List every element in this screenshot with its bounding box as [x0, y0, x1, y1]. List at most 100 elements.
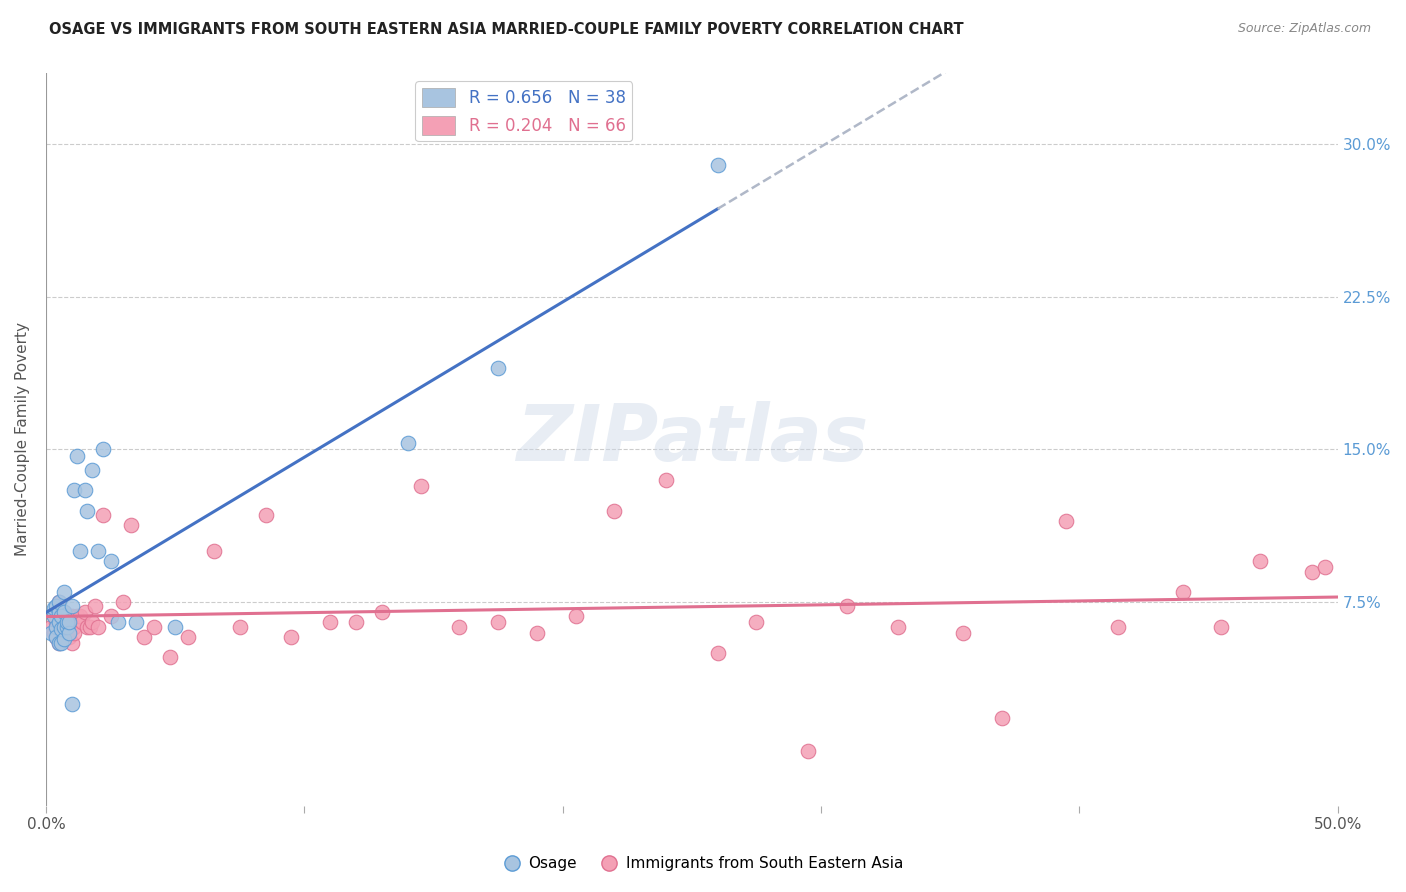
Point [48, 595, 70, 609]
Point [53, 585, 76, 599]
Point [76, 619, 98, 633]
Point [797, 744, 820, 758]
Point [1171, 585, 1194, 599]
Point [486, 615, 509, 630]
Point [86, 619, 108, 633]
Point [42, 625, 65, 640]
Point [48, 605, 70, 619]
Point [51, 625, 73, 640]
Point [51, 630, 73, 644]
Text: ZIPatlas: ZIPatlas [516, 401, 868, 477]
Point [952, 625, 974, 640]
Point [100, 554, 122, 568]
Point [63, 619, 86, 633]
Point [125, 615, 148, 630]
Point [1313, 560, 1336, 574]
Point [835, 599, 858, 614]
Point [48, 619, 70, 633]
Point [371, 605, 394, 619]
Point [91, 508, 114, 522]
Point [48, 636, 70, 650]
Point [45, 630, 67, 644]
Point [53, 615, 76, 630]
Point [1107, 619, 1129, 633]
Point [55, 625, 77, 640]
Point [228, 619, 250, 633]
Point [69, 544, 91, 558]
Point [48, 595, 70, 609]
Point [48, 615, 70, 630]
Point [100, 609, 122, 624]
Legend: R = 0.656   N = 38, R = 0.204   N = 66: R = 0.656 N = 38, R = 0.204 N = 66 [415, 81, 633, 142]
Point [51, 609, 73, 624]
Point [39, 625, 62, 640]
Point [58, 625, 80, 640]
Point [745, 615, 768, 630]
Point [526, 625, 548, 640]
Point [120, 517, 142, 532]
Point [991, 711, 1014, 725]
Point [63, 483, 86, 498]
Point [73, 483, 96, 498]
Point [60, 599, 83, 614]
Point [107, 615, 129, 630]
Point [344, 615, 367, 630]
Point [409, 479, 432, 493]
Point [76, 503, 98, 517]
Point [58, 609, 80, 624]
Point [706, 157, 728, 171]
Point [449, 619, 471, 633]
Point [58, 630, 80, 644]
Point [82, 615, 104, 630]
Point [1211, 619, 1233, 633]
Point [55, 619, 77, 633]
Point [60, 697, 83, 711]
Point [53, 632, 76, 646]
Point [79, 619, 101, 633]
Point [53, 619, 76, 633]
Point [48, 636, 70, 650]
Point [159, 650, 181, 665]
Point [319, 615, 342, 630]
Point [1054, 514, 1077, 528]
Point [70, 615, 93, 630]
Point [486, 361, 509, 376]
Point [51, 636, 73, 650]
Point [706, 646, 728, 660]
Point [60, 636, 83, 650]
Point [887, 619, 910, 633]
Point [66, 449, 89, 463]
Point [55, 619, 77, 633]
Point [396, 436, 419, 450]
Point [280, 630, 302, 644]
Point [39, 619, 62, 633]
Point [134, 630, 156, 644]
Point [63, 625, 86, 640]
Point [66, 609, 89, 624]
Point [42, 601, 65, 615]
Legend: Osage, Immigrants from South Eastern Asia: Osage, Immigrants from South Eastern Asi… [496, 850, 910, 877]
Point [69, 609, 91, 624]
Point [143, 619, 166, 633]
Point [45, 619, 67, 633]
Point [655, 473, 678, 487]
Point [165, 619, 187, 633]
Point [603, 503, 626, 517]
Y-axis label: Married-Couple Family Poverty: Married-Couple Family Poverty [15, 322, 30, 557]
Text: Source: ZipAtlas.com: Source: ZipAtlas.com [1237, 22, 1371, 36]
Point [45, 615, 67, 630]
Point [42, 609, 65, 624]
Point [53, 605, 76, 619]
Point [73, 605, 96, 619]
Point [202, 544, 225, 558]
Point [112, 595, 135, 609]
Point [86, 544, 108, 558]
Point [1301, 565, 1323, 579]
Point [254, 508, 277, 522]
Point [53, 605, 76, 619]
Point [45, 630, 67, 644]
Point [60, 609, 83, 624]
Point [42, 609, 65, 624]
Point [55, 615, 77, 630]
Point [58, 615, 80, 630]
